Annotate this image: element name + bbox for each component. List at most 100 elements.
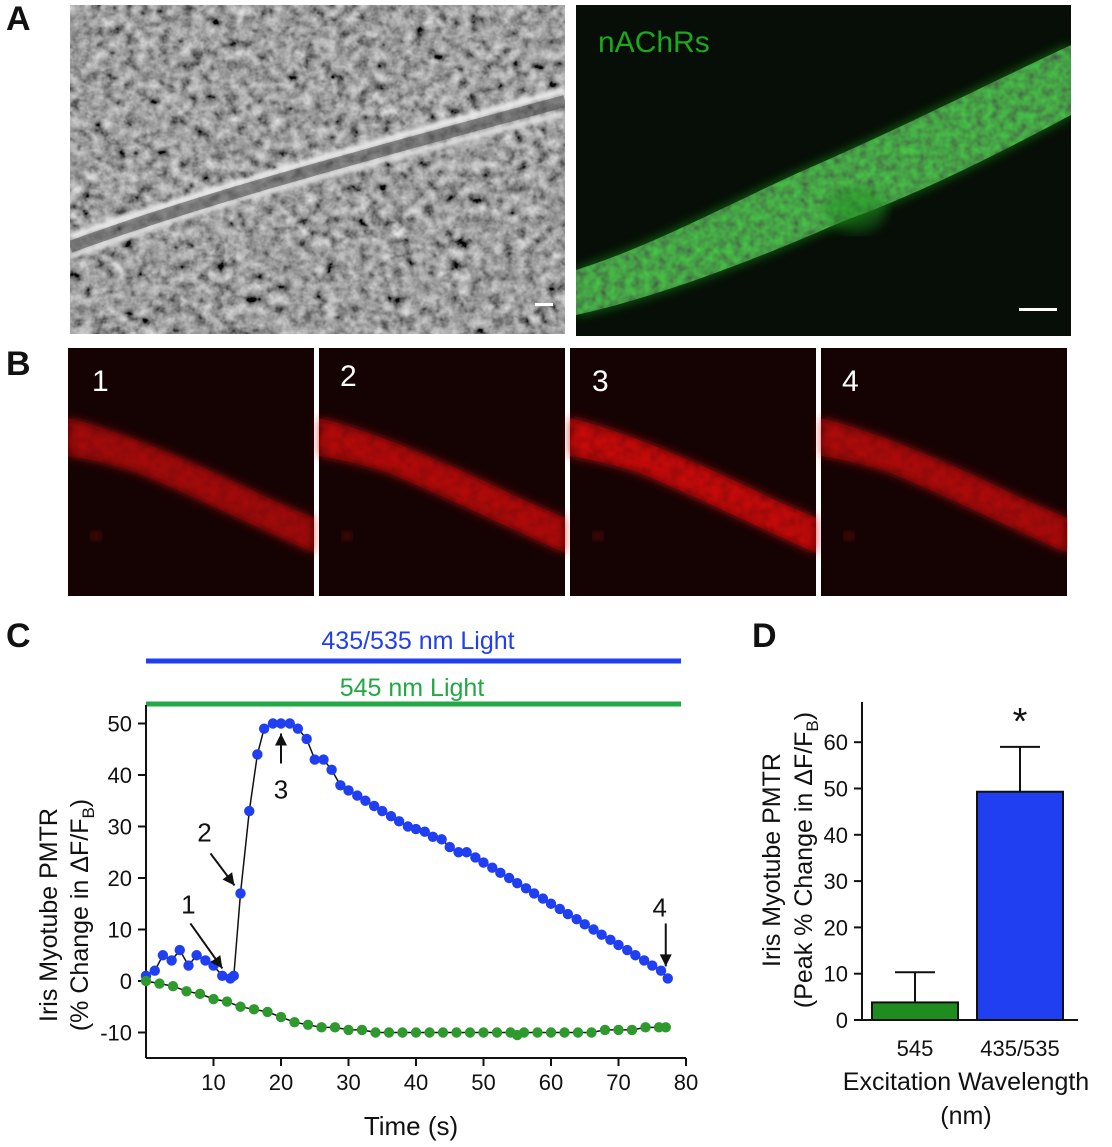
d-ytick-label: 10	[824, 962, 848, 987]
d-xlabel-line1: Excitation Wavelength	[843, 1068, 1089, 1096]
series-1-point	[262, 1006, 273, 1018]
series-0-point	[427, 831, 439, 842]
annotation-arrowhead-4	[659, 954, 672, 967]
d-xlabel-line2: (nm)	[940, 1102, 991, 1130]
series-0-point	[512, 877, 523, 889]
pmtr-time-course-chart: 435/535 nm Light 545 nm Light -10 0 10 20 30…	[35, 627, 698, 1141]
d-category-label: 435/535	[980, 1036, 1060, 1061]
annotation-arrowhead-1	[210, 955, 223, 969]
d-ylabel-end: )	[790, 712, 818, 720]
series-0-point	[613, 939, 624, 951]
series-1-point	[181, 986, 192, 997]
series-0-point	[149, 965, 160, 976]
c-ylabel-line1: Iris Myotube PMTR	[35, 808, 63, 1022]
series-0-point	[495, 867, 506, 879]
series-0-point	[309, 754, 320, 765]
nachrs-label: nAChRs	[598, 26, 710, 59]
green-light-label: 545 nm Light	[340, 674, 485, 702]
series-1-point	[343, 1024, 354, 1036]
series-0-point	[301, 733, 312, 745]
frame-label-1: 1	[92, 365, 109, 398]
series-0-point	[596, 929, 607, 940]
series-1-point	[559, 1027, 570, 1038]
annotation-arrowhead-3	[275, 733, 287, 746]
series-0-point	[385, 811, 397, 822]
c-ytick-label: 40	[108, 763, 132, 788]
series-1-point	[154, 978, 165, 989]
series-1-point	[424, 1027, 435, 1038]
series-line-1	[145, 980, 666, 1036]
annotation-label-3: 3	[274, 775, 288, 805]
svg-text:(Peak % Change in ΔF/FB): (Peak % Change in ΔF/FB)	[790, 712, 822, 1008]
series-0-point	[292, 723, 304, 734]
series-1-point	[613, 1024, 624, 1036]
series-0-point	[217, 970, 228, 982]
series-0-point	[453, 847, 464, 858]
series-1-point	[383, 1027, 395, 1038]
series-0-point	[174, 944, 185, 956]
c-ylabel-line2: (% Change in ΔF/F	[66, 819, 94, 1032]
frame-label-3: 3	[592, 365, 609, 398]
series-0-point	[360, 795, 371, 806]
series-1-point	[464, 1027, 476, 1038]
series-0-point	[326, 764, 337, 776]
annotation-arrowhead-2	[222, 872, 235, 886]
series-0-point	[368, 800, 380, 812]
series-0-point	[638, 955, 650, 966]
series-1-point	[437, 1027, 449, 1038]
d-significance: *	[1013, 701, 1028, 743]
c-ytick-label: 10	[108, 918, 132, 943]
d-ylabel-line1: Iris Myotube PMTR	[758, 753, 786, 967]
calcium-frames-strip	[68, 348, 1067, 596]
series-0-point	[235, 888, 246, 899]
d-ytick-label: 20	[824, 915, 848, 940]
series-0-point	[537, 893, 549, 904]
series-0-point	[200, 955, 211, 966]
blue-light-label: 435/535 nm Light	[321, 627, 514, 655]
series-1-point	[275, 1011, 287, 1023]
series-0-point	[461, 847, 472, 858]
series-0-point	[487, 862, 498, 873]
calcium-frame-4	[821, 348, 1067, 596]
series-line-0	[145, 722, 669, 980]
series-1-point	[478, 1027, 489, 1038]
series-0-point	[662, 973, 673, 984]
series-0-point	[470, 852, 481, 863]
series-1-point	[370, 1027, 381, 1038]
series-1-point	[545, 1027, 557, 1038]
series-1-point	[599, 1024, 611, 1036]
series-0-point	[228, 970, 239, 982]
c-xtick-label: 50	[471, 1070, 495, 1095]
series-1-point	[235, 1001, 246, 1012]
panel-a-letter: A	[6, 0, 31, 38]
c-ylabel-end: )	[66, 799, 94, 807]
series-0-point	[528, 888, 540, 899]
series-0-point	[562, 908, 574, 920]
series-0-point	[503, 872, 515, 884]
series-0-point	[647, 960, 658, 971]
series-0-point	[419, 826, 430, 837]
series-0-point	[545, 898, 557, 909]
c-ytick-label: 30	[108, 815, 132, 840]
panel-d-letter: D	[752, 617, 777, 655]
series-1-point	[532, 1027, 543, 1038]
series-0-point	[630, 950, 641, 961]
c-xlabel: Time (s)	[364, 1111, 458, 1141]
series-0-point	[436, 834, 447, 845]
series-0-point	[244, 805, 255, 817]
series-1-point	[640, 1022, 651, 1033]
d-ylabel-sub: B	[803, 720, 822, 731]
d-ytick-label: 50	[824, 777, 848, 802]
annotation-label-1: 1	[181, 889, 195, 919]
series-0-point	[410, 823, 422, 835]
series-0-point	[343, 785, 354, 796]
calcium-frame-1	[68, 348, 314, 596]
c-xtick-label: 60	[539, 1070, 563, 1095]
frame-label-4: 4	[842, 365, 859, 398]
calcium-frame-3	[570, 348, 816, 596]
series-0-point	[191, 950, 202, 961]
d-ylabel-line2: (Peak % Change in ΔF/F	[790, 732, 818, 1009]
c-xtick-label: 70	[606, 1070, 630, 1095]
c-xtick-label: 30	[336, 1070, 360, 1095]
series-0-point	[258, 723, 270, 734]
